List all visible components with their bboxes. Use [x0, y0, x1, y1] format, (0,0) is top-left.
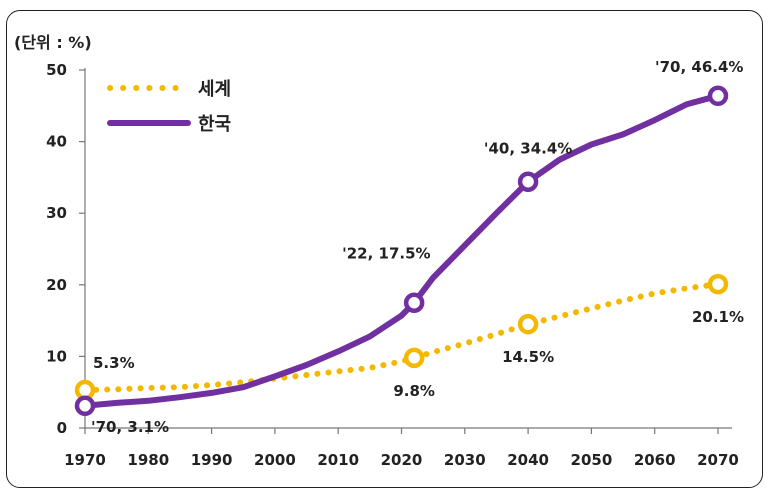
x-tick-label: 2020 — [381, 451, 423, 469]
x-tick-label: 2050 — [571, 451, 613, 469]
x-tick-label: 2010 — [317, 451, 359, 469]
x-tick-label: 2030 — [444, 451, 486, 469]
legend-label: 한국 — [198, 114, 231, 135]
x-tick-label: 2000 — [254, 451, 296, 469]
data-annotation: '70, 3.1% — [91, 418, 169, 436]
data-point-marker — [403, 347, 425, 369]
x-tick-label: 2060 — [634, 451, 676, 469]
chart-frame — [6, 10, 763, 488]
data-annotation: 14.5% — [502, 348, 554, 366]
y-tick-label: 40 — [46, 133, 67, 151]
x-tick-label: 2040 — [507, 451, 549, 469]
x-tick-label: 1970 — [64, 451, 106, 469]
series-line-world — [82, 281, 721, 394]
data-annotation: '22, 17.5% — [342, 245, 430, 263]
x-tick-label: 1980 — [127, 451, 169, 469]
data-annotation: 5.3% — [93, 354, 135, 372]
unit-label: (단위 : %) — [14, 33, 92, 52]
y-tick-label: 0 — [57, 419, 67, 437]
y-tick-label: 30 — [46, 204, 67, 222]
data-point-marker — [707, 273, 729, 295]
y-tick-label: 20 — [46, 276, 67, 294]
series-markers — [74, 85, 729, 417]
y-tick-label: 50 — [46, 61, 67, 79]
data-annotation: '70, 46.4% — [655, 58, 743, 76]
data-annotations: 5.3% '70, 3.1% '22, 17.5% 9.8% '40, 34.4% 14.… — [91, 58, 744, 436]
legend-label: 세계 — [198, 79, 231, 100]
data-point-marker — [707, 85, 729, 107]
data-point-marker — [517, 171, 539, 192]
data-annotation: 9.8% — [393, 382, 435, 400]
x-tick-label: 1990 — [191, 451, 233, 469]
data-point-marker — [517, 313, 539, 335]
data-point-marker — [74, 395, 96, 417]
data-annotation: 20.1% — [692, 308, 744, 326]
y-tick-label: 10 — [46, 347, 67, 365]
data-annotation: '40, 34.4% — [484, 140, 572, 158]
data-point-marker — [403, 292, 425, 313]
x-tick-label: 2070 — [697, 451, 739, 469]
